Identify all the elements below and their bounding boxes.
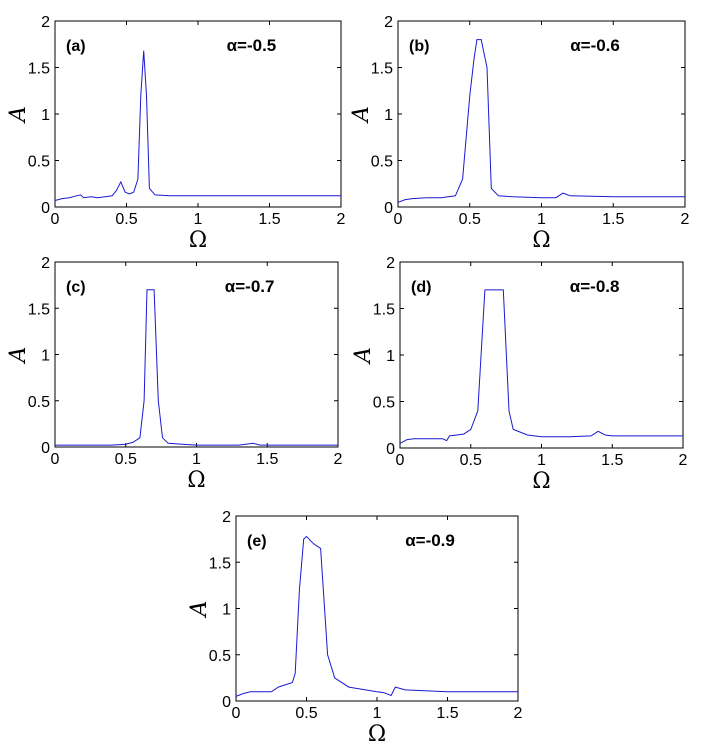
y-tick-label: 0: [41, 200, 50, 217]
x-axis-label: Ω: [368, 722, 386, 747]
x-tick-label: 1: [373, 705, 382, 722]
x-tick-label: 0: [232, 705, 241, 722]
plot-frame: [235, 515, 519, 702]
x-tick-label: 2: [514, 705, 523, 722]
x-axis-label: Ω: [187, 468, 205, 493]
panel-label: (e): [247, 533, 267, 550]
x-tick-label: 0.5: [115, 211, 137, 228]
alpha-annotation: α=-0.6: [570, 36, 620, 55]
y-tick-label: 2: [386, 255, 395, 272]
x-tick-label: 0: [394, 211, 403, 228]
y-tick-label: 1.5: [28, 301, 50, 318]
y-tick-label: 2: [384, 14, 393, 31]
x-axis-label: Ω: [532, 228, 550, 253]
alpha-annotation: α=-0.7: [225, 277, 275, 296]
plot-frame: [397, 20, 686, 208]
y-tick-label: 1.5: [209, 555, 231, 572]
series-line: [235, 535, 518, 697]
plot-frame: [54, 261, 339, 448]
y-tick-label: 2: [222, 509, 231, 526]
panel-label: (b): [409, 38, 429, 55]
y-tick-label: 0.5: [28, 394, 50, 411]
x-tick-label: 1: [192, 451, 201, 468]
y-tick-label: 2: [41, 255, 50, 272]
y-tick-label: 0: [222, 694, 231, 711]
plot-frame: [54, 20, 342, 208]
y-axis-label: A: [6, 106, 31, 124]
plot-frame: [399, 261, 684, 449]
y-tick-label: 0.5: [28, 154, 50, 171]
x-tick-label: 0.5: [295, 705, 317, 722]
x-axis-label: Ω: [189, 228, 207, 253]
y-tick-label: 2: [41, 14, 50, 31]
panel-label: (c): [66, 279, 86, 296]
y-tick-label: 0.5: [209, 648, 231, 665]
y-axis-label: A: [351, 347, 376, 365]
x-tick-label: 1: [537, 452, 546, 469]
y-tick-label: 1: [41, 348, 50, 365]
y-tick-label: 1.5: [28, 61, 50, 78]
x-axis-label: Ω: [532, 469, 550, 494]
alpha-annotation: α=-0.5: [227, 36, 277, 55]
y-tick-label: 0: [386, 441, 395, 458]
panel-label: (a): [66, 38, 86, 55]
y-axis-label: A: [349, 106, 374, 124]
y-axis-label: A: [187, 601, 212, 619]
x-tick-label: 0: [51, 211, 60, 228]
y-tick-label: 1: [384, 107, 393, 124]
y-axis-label: A: [6, 347, 31, 365]
x-tick-label: 0.5: [115, 451, 137, 468]
x-tick-label: 1: [537, 211, 546, 228]
y-tick-label: 1.5: [371, 61, 393, 78]
series-line: [397, 39, 685, 203]
y-tick-label: 0: [384, 200, 393, 217]
x-tick-label: 1.5: [601, 452, 623, 469]
y-tick-label: 1: [386, 348, 395, 365]
x-tick-label: 1.5: [256, 451, 278, 468]
alpha-annotation: α=-0.9: [405, 531, 455, 550]
y-tick-label: 0: [41, 440, 50, 457]
y-tick-label: 0.5: [373, 395, 395, 412]
panel-label: (d): [411, 279, 431, 296]
x-tick-label: 1.5: [602, 211, 624, 228]
x-tick-label: 1.5: [436, 705, 458, 722]
x-tick-label: 0: [51, 451, 60, 468]
x-tick-label: 0.5: [459, 211, 481, 228]
y-tick-label: 1: [222, 602, 231, 619]
series-line: [399, 289, 683, 444]
series-line: [55, 289, 338, 446]
y-tick-label: 1.5: [373, 302, 395, 319]
x-tick-label: 0: [396, 452, 405, 469]
x-tick-label: 2: [337, 211, 346, 228]
y-tick-label: 1: [41, 107, 50, 124]
chart-panel-c: 0 0.5 1 1.5 2 0 0.5 1 1.5 2 Ω A (c) α=-0.7: [6, 255, 343, 493]
chart-panel-d: 0 0.5 1 1.5 2 0 0.5 1 1.5 2 Ω A (d) α=-0.8: [351, 255, 688, 494]
chart-panel-e: 0 0.5 1 1.5 2 0 0.5 1 1.5 2 Ω A (e) α=-0.9: [187, 509, 523, 747]
x-tick-label: 1.5: [258, 211, 280, 228]
x-tick-label: 2: [679, 452, 688, 469]
chart-panel-b: 0 0.5 1 1.5 2 0 0.5 1 1.5 2 Ω A (b) α=-0.6: [349, 14, 690, 253]
chart-panel-a: 0 0.5 1 1.5 2 0 0.5 1 1.5 2 Ω A (a) α=-0.5: [6, 14, 346, 253]
x-tick-label: 1: [194, 211, 203, 228]
x-tick-label: 2: [334, 451, 343, 468]
y-tick-label: 0.5: [371, 154, 393, 171]
series-line: [54, 50, 341, 201]
alpha-annotation: α=-0.8: [570, 277, 620, 296]
x-tick-label: 2: [681, 211, 690, 228]
x-tick-label: 0.5: [460, 452, 482, 469]
